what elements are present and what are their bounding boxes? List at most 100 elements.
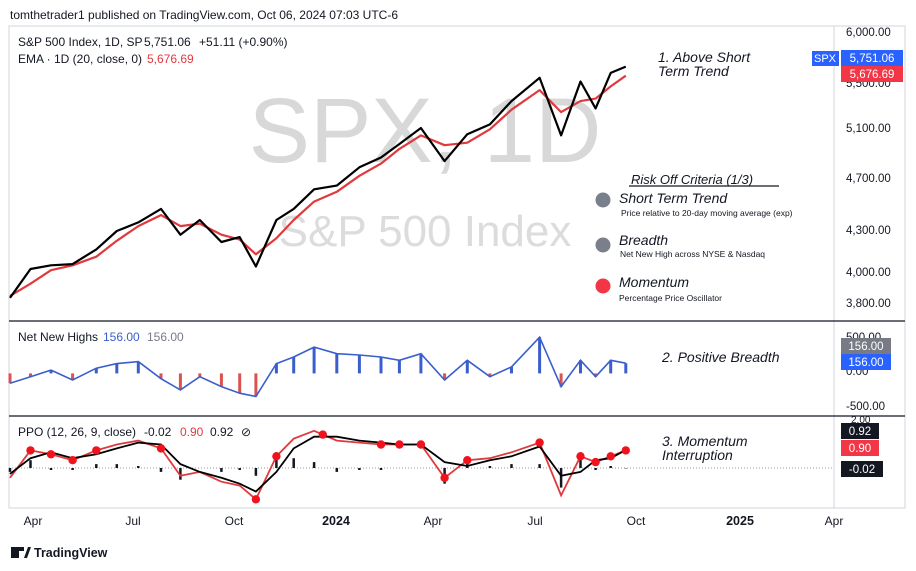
watermark-name: S&P 500 Index <box>279 207 572 256</box>
ppo-crossover-dot <box>272 452 281 461</box>
annotation-1-line1: 1. Above Short <box>658 49 751 65</box>
nnh-badge-2 <box>841 354 891 370</box>
nnh-tick-neg500: -500.00 <box>846 401 885 413</box>
ppo-crossover-dot <box>251 495 261 504</box>
legend-price: 5,751.06 <box>144 35 191 49</box>
nnh-label: Net New Highs <box>18 330 98 344</box>
ema-line <box>9 74 627 297</box>
ppo-crossover-dot <box>440 473 449 482</box>
price-tick-6000: 6,000.00 <box>846 27 891 39</box>
ppo-line <box>9 429 627 501</box>
criteria-name-trend: Short Term Trend <box>619 190 728 206</box>
time-axis-label: Apr <box>825 514 844 528</box>
ppo-crossover-dots <box>26 430 630 504</box>
criteria-desc-trend: Price relative to 20-day moving average … <box>621 208 793 218</box>
annotations: 1. Above Short Term Trend 2. Positive Br… <box>658 49 780 463</box>
ppo-crossover-dot <box>46 450 56 459</box>
ppo-badge <box>841 440 879 456</box>
nnh-axis[interactable]: 500.00 0.00 -500.00 156.00 156.00 <box>841 332 891 413</box>
net-new-highs-line <box>9 335 626 398</box>
eye-off-icon[interactable]: ⊘ <box>241 425 251 439</box>
ppo-crossover-dot <box>26 446 35 455</box>
annotation-2: 2. Positive Breadth <box>661 349 780 365</box>
price-legend: S&P 500 Index, 1D, SP 5,751.06 +51.11 (+… <box>18 35 288 66</box>
ppo-tick-2: 2.00 <box>851 415 871 426</box>
price-tick-4300: 4,300.00 <box>846 225 891 237</box>
criteria-status-dot-breadth <box>595 237 611 253</box>
watermark-ticker: SPX, 1D <box>249 80 602 182</box>
published-header: tomthetrader1 published on TradingView.c… <box>10 8 398 22</box>
ema-badge-text: 5,676.69 <box>850 69 895 81</box>
ppo-crossover-dot <box>591 457 600 467</box>
ppo-crossover-dot <box>156 444 166 453</box>
legend-change: +51.11 (+0.90%) <box>199 35 288 49</box>
ppo-crossover-dot <box>621 446 630 455</box>
ppo-crossover-dot <box>395 440 404 449</box>
price-line <box>9 65 627 299</box>
ppo-signal-value: 0.92 <box>210 425 234 439</box>
ppo-label: PPO (12, 26, 9, close) <box>18 425 136 439</box>
ppo-histogram <box>8 452 628 488</box>
nnh-badge-1-text: 156.00 <box>848 341 883 353</box>
ppo-crossover-dot <box>463 456 472 465</box>
ppo-badge-text: 0.90 <box>849 443 871 455</box>
footer-brand: TradingView <box>34 546 108 560</box>
ema-badge <box>841 66 903 82</box>
time-axis-label: 2025 <box>726 514 754 528</box>
time-axis-label: Oct <box>225 514 244 528</box>
price-tick-5100: 5,100.00 <box>846 123 891 135</box>
symbol-badge-text: SPX <box>814 53 837 65</box>
legend-ema-label: EMA · 1D (20, close, 0) <box>18 52 142 66</box>
ppo-hist-value: -0.02 <box>144 425 172 439</box>
price-badge-text: 5,751.06 <box>850 53 895 65</box>
ppo-crossover-dot <box>376 440 386 449</box>
time-axis-label: Jul <box>527 514 542 528</box>
criteria-name-momentum: Momentum <box>619 274 689 290</box>
time-axis-label: Oct <box>627 514 646 528</box>
ppo-crossover-dot <box>535 438 544 447</box>
pane-frames <box>8 25 906 509</box>
legend-ema-value: 5,676.69 <box>147 52 194 66</box>
time-axis-label: 2024 <box>322 514 350 528</box>
price-tick-4000: 4,000.00 <box>846 267 891 279</box>
criteria-title: Risk Off Criteria (1/3) <box>631 172 753 187</box>
chart-frame <box>8 25 906 509</box>
price-tick-3800: 3,800.00 <box>846 298 891 310</box>
price-axis[interactable]: 6,000.00 5,500.00 5,100.00 4,700.00 4,30… <box>812 27 903 310</box>
criteria-name-breadth: Breadth <box>619 232 668 248</box>
tradingview-footer[interactable]: TradingView <box>11 546 108 560</box>
ppo-legend: PPO (12, 26, 9, close) -0.02 0.90 0.92 ⊘ <box>18 425 251 439</box>
annotation-3-line1: 3. Momentum <box>662 433 748 449</box>
time-axis-label: Jul <box>125 514 140 528</box>
annotation-3-line2: Interruption <box>662 447 733 463</box>
price-tick-4700: 4,700.00 <box>846 173 891 185</box>
ppo-signal-badge-text: 0.92 <box>849 426 871 438</box>
ppo-crossover-dot <box>92 446 101 455</box>
ppo-hist-badge-text: -0.02 <box>849 464 875 476</box>
nnh-badge-2-text: 156.00 <box>848 357 883 369</box>
ppo-crossover-dot <box>68 456 77 465</box>
nnh-legend: Net New Highs 156.00 156.00 <box>18 330 184 344</box>
ppo-value: 0.90 <box>180 425 204 439</box>
tradingview-logo-icon <box>11 547 31 558</box>
nnh-value-1: 156.00 <box>103 330 140 344</box>
criteria-status-dot-trend <box>595 192 611 208</box>
criteria-status-dot-momentum <box>595 278 611 294</box>
ppo-crossover-dot <box>318 430 327 439</box>
time-axis-label: Apr <box>24 514 43 528</box>
ppo-crossover-dot <box>416 440 426 449</box>
legend-symbol: S&P 500 Index, 1D, SP <box>18 35 143 49</box>
nnh-value-2: 156.00 <box>147 330 184 344</box>
time-axis-label: Apr <box>424 514 443 528</box>
time-axis[interactable]: Apr Jul Oct 2024 Apr Jul Oct 2025 Apr <box>24 514 844 528</box>
ppo-hist-badge <box>841 461 883 477</box>
ppo-axis[interactable]: 2.00 0.92 0.90 -0.02 <box>841 415 883 477</box>
criteria-desc-momentum: Percentage Price Oscillator <box>619 293 722 303</box>
ppo-crossover-dot <box>576 452 585 461</box>
ppo-crossover-dot <box>606 452 615 461</box>
symbol-badge <box>812 51 839 66</box>
price-badge <box>841 50 903 66</box>
annotation-1-line2: Term Trend <box>658 63 730 79</box>
risk-off-criteria: Risk Off Criteria (1/3) Short Term Trend… <box>595 172 793 303</box>
